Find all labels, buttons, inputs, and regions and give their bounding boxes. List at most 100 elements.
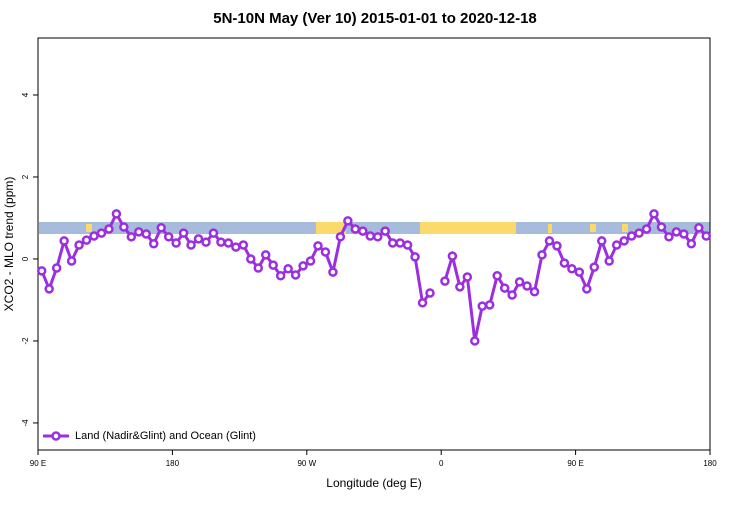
data-point [679, 229, 689, 239]
data-point [171, 238, 181, 248]
data-point [365, 231, 376, 241]
data-point [246, 254, 256, 264]
legend-label: Land (Nadir&Glint) and Ocean (Glint) [75, 430, 256, 442]
data-point [231, 242, 241, 252]
data-point [417, 298, 428, 308]
data-point [611, 240, 622, 250]
data-point [619, 236, 629, 246]
data-point [582, 284, 592, 294]
data-point [193, 234, 204, 244]
data-point [395, 238, 405, 248]
data-point [163, 232, 174, 242]
data-point [522, 281, 532, 291]
data-point [537, 250, 547, 260]
data-point [641, 224, 652, 234]
ocean-band [39, 222, 710, 234]
data-point [238, 240, 249, 250]
data-point [656, 222, 667, 232]
data-point [596, 236, 607, 246]
data-point [440, 276, 450, 286]
land-band [316, 222, 346, 234]
data-point [201, 237, 211, 247]
data-point [320, 247, 331, 257]
data-point [462, 272, 473, 282]
data-point [156, 223, 166, 233]
data-point [44, 284, 54, 294]
data-point [148, 239, 159, 249]
data-point [604, 256, 614, 266]
data-point [81, 235, 92, 245]
data-point [626, 231, 637, 241]
data-point [387, 238, 398, 248]
data-point [372, 232, 383, 242]
y-tick-label: 0 [21, 256, 30, 261]
x-tick-label: 180 [166, 459, 180, 468]
land-band [622, 224, 628, 232]
data-point [111, 209, 122, 219]
land-band [86, 224, 92, 232]
data-point [425, 288, 435, 298]
data-point [529, 287, 540, 297]
data-point [358, 226, 368, 236]
data-point [499, 283, 510, 293]
data-point [477, 301, 488, 311]
y-tick-label: 2 [21, 174, 30, 179]
data-point [671, 227, 682, 237]
data-point [223, 238, 234, 248]
x-tick-label: 90 E [567, 459, 583, 468]
data-point [507, 290, 517, 300]
data-point [96, 228, 107, 238]
data-point [402, 240, 413, 250]
legend-marker [51, 431, 61, 441]
data-point [410, 252, 420, 262]
data-point [89, 231, 99, 241]
y-axis-label: XCO2 - MLO trend (ppm) [2, 177, 16, 312]
data-point [141, 229, 152, 239]
data-point [492, 271, 502, 281]
y-tick-label: 4 [21, 92, 30, 97]
data-point [74, 240, 84, 250]
data-point [126, 232, 137, 242]
data-point [455, 282, 465, 292]
data-point [253, 263, 264, 273]
data-point [283, 264, 293, 274]
data-point [649, 209, 659, 219]
y-tick-label: -2 [21, 337, 30, 345]
data-point [313, 241, 323, 251]
data-point [119, 222, 129, 232]
data-point [552, 241, 562, 251]
data-point [59, 236, 69, 246]
x-tick-label: 0 [439, 459, 444, 468]
data-point [290, 270, 301, 280]
data-point [305, 256, 316, 266]
data-point [335, 232, 346, 242]
data-point [208, 228, 219, 238]
land-band [548, 224, 552, 233]
data-point [514, 277, 525, 287]
data-point [104, 224, 114, 234]
data-point [178, 228, 189, 238]
data-point [544, 236, 555, 246]
data-point [380, 226, 390, 236]
data-point [694, 223, 704, 233]
data-point [134, 227, 144, 237]
data-point [260, 250, 271, 260]
y-tick-label: -4 [21, 419, 30, 427]
land-band [590, 224, 596, 232]
data-point [484, 300, 495, 310]
data-point [343, 216, 353, 226]
x-tick-label: 90 W [297, 459, 316, 468]
data-point [268, 260, 278, 270]
x-tick-label: 90 E [30, 459, 46, 468]
plot-frame [37, 37, 711, 451]
data-point [51, 263, 62, 273]
x-axis-label: Longitude (deg E) [326, 476, 421, 490]
data-point [275, 271, 286, 281]
data-point [216, 237, 226, 247]
data-point [701, 231, 712, 241]
data-point [66, 256, 77, 266]
data-point [634, 228, 644, 238]
data-point [447, 251, 458, 261]
data-point [589, 262, 600, 272]
